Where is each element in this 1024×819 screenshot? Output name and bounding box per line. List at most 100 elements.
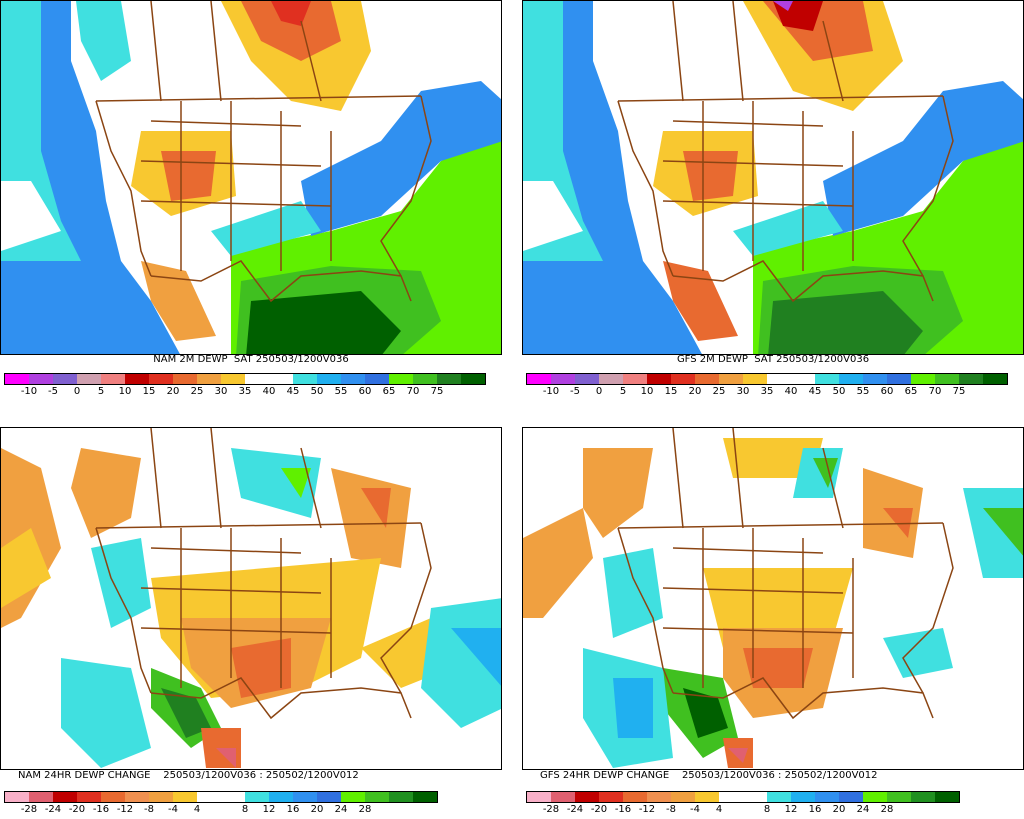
colorbar-tick-label: 65 [382, 386, 396, 397]
colorbar-swatch [413, 792, 437, 802]
colorbar-swatch [599, 792, 623, 802]
colorbar-swatch [551, 792, 575, 802]
colorbar-tick-label: -24 [566, 804, 584, 815]
colorbar-swatch [863, 374, 887, 384]
colorbar-swatch [269, 792, 293, 802]
nam-change-map [0, 427, 502, 770]
colorbar-tick-label: 20 [832, 804, 846, 815]
gfs-dewpoint-panel: GFS 2M DEWP SAT 250503/1200V036 -10 -5 0 5 1… [522, 0, 1024, 405]
colorbar-tick-label: 4 [715, 804, 723, 815]
colorbar-swatch [173, 792, 197, 802]
colorbar-swatch [245, 792, 269, 802]
colorbar-tick-label: 16 [286, 804, 300, 815]
colorbar-swatch [623, 792, 647, 802]
colorbar-swatch [197, 374, 221, 384]
colorbar-swatch [959, 374, 983, 384]
colorbar-tick-label: -12 [116, 804, 134, 815]
colorbar-tick-label: 25 [712, 386, 726, 397]
colorbar-swatch [575, 374, 599, 384]
colorbar-swatch [269, 374, 293, 384]
colorbar-tick-label: 55 [856, 386, 870, 397]
colorbar-tick-label: 20 [688, 386, 702, 397]
colorbar-tick-label: 75 [430, 386, 444, 397]
colorbar-swatch [791, 374, 815, 384]
colorbar-swatch [671, 374, 695, 384]
colorbar-tick-label: 5 [97, 386, 105, 397]
colorbar-tick-label: -4 [168, 804, 178, 815]
nam-dewpoint-panel: NAM 2M DEWP SAT 250503/1200V036 -10 -5 0 5 1… [0, 0, 502, 405]
colorbar-tick-label: 30 [214, 386, 228, 397]
dewpoint-map-graphic [1, 1, 501, 354]
colorbar-swatch [647, 792, 671, 802]
colorbar-tick-label: -8 [666, 804, 676, 815]
colorbar-tick-label: -12 [638, 804, 656, 815]
gfs-dewpoint-map [522, 0, 1024, 355]
colorbar-swatch [695, 792, 719, 802]
colorbar-swatch [983, 374, 1007, 384]
colorbar-swatch [173, 374, 197, 384]
colorbar-swatch [413, 374, 437, 384]
colorbar-swatch [743, 792, 767, 802]
colorbar-swatch [29, 374, 53, 384]
colorbar-swatch [221, 792, 245, 802]
colorbar-swatch [125, 374, 149, 384]
colorbar-swatch [599, 374, 623, 384]
colorbar-swatch [77, 374, 101, 384]
colorbar-swatch [29, 792, 53, 802]
change-colorbar-ticks: -28 -24 -20 -16 -12 -8 -4 4 8 12 16 20 24 28 [4, 804, 436, 816]
colorbar-swatch [887, 792, 911, 802]
colorbar-tick-label: 75 [952, 386, 966, 397]
colorbar-tick-label: 45 [808, 386, 822, 397]
colorbar-tick-label: 10 [118, 386, 132, 397]
colorbar-tick-label: -5 [570, 386, 580, 397]
colorbar-swatch [341, 792, 365, 802]
gfs-change-panel: GFS 24HR DEWP CHANGE 250503/1200V036 : 2… [522, 413, 1024, 818]
colorbar-tick-label: -5 [48, 386, 58, 397]
colorbar-tick-label: -10 [20, 386, 38, 397]
colorbar-tick-label: 70 [928, 386, 942, 397]
colorbar-swatch [197, 792, 221, 802]
colorbar-swatch [437, 374, 461, 384]
dewpoint-colorbar [4, 373, 486, 385]
colorbar-swatch [911, 792, 935, 802]
colorbar-swatch [461, 374, 485, 384]
change-colorbar-ticks: -28 -24 -20 -16 -12 -8 -4 4 8 12 16 20 24 28 [526, 804, 958, 816]
nam-dewpoint-map [0, 0, 502, 355]
dewpoint-map-graphic [523, 1, 1023, 354]
colorbar-swatch [149, 374, 173, 384]
colorbar-swatch [245, 374, 269, 384]
colorbar-swatch [5, 792, 29, 802]
colorbar-swatch [53, 374, 77, 384]
colorbar-tick-label: 25 [190, 386, 204, 397]
colorbar-tick-label: 20 [166, 386, 180, 397]
colorbar-tick-label: -16 [92, 804, 110, 815]
colorbar-swatch [935, 792, 959, 802]
colorbar-swatch [911, 374, 935, 384]
colorbar-swatch [839, 374, 863, 384]
colorbar-tick-label: 0 [73, 386, 81, 397]
colorbar-tick-label: -20 [68, 804, 86, 815]
colorbar-tick-label: 10 [640, 386, 654, 397]
colorbar-tick-label: 30 [736, 386, 750, 397]
colorbar-tick-label: 12 [262, 804, 276, 815]
colorbar-swatch [671, 792, 695, 802]
colorbar-tick-label: -20 [590, 804, 608, 815]
colorbar-swatch [815, 792, 839, 802]
colorbar-swatch [365, 792, 389, 802]
colorbar-tick-label: -24 [44, 804, 62, 815]
colorbar-swatch [5, 374, 29, 384]
nam-dewpoint-caption: NAM 2M DEWP SAT 250503/1200V036 [153, 354, 349, 365]
colorbar-swatch [221, 374, 245, 384]
colorbar-tick-label: 20 [310, 804, 324, 815]
colorbar-tick-label: 65 [904, 386, 918, 397]
colorbar-swatch [389, 374, 413, 384]
colorbar-tick-label: 24 [334, 804, 348, 815]
colorbar-swatch [77, 792, 101, 802]
colorbar-tick-label: 15 [142, 386, 156, 397]
change-colorbar [4, 791, 438, 803]
colorbar-tick-label: 28 [358, 804, 372, 815]
change-map-graphic [523, 428, 1023, 769]
colorbar-swatch [719, 792, 743, 802]
colorbar-swatch [293, 792, 317, 802]
colorbar-swatch [101, 374, 125, 384]
